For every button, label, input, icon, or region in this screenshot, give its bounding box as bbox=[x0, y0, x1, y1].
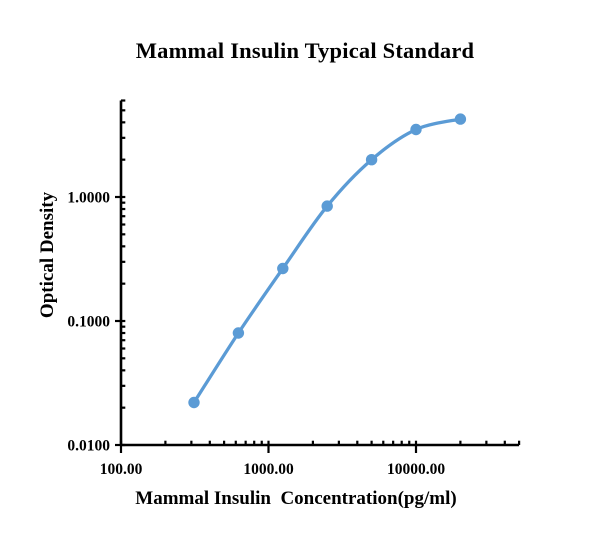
data-point-marker bbox=[188, 396, 200, 409]
x-tick-label: 1000.00 bbox=[243, 461, 294, 478]
data-point-marker bbox=[321, 200, 333, 212]
x-tick-label: 100.00 bbox=[100, 461, 143, 478]
data-point-marker bbox=[365, 154, 378, 166]
y-tick-label: 1.0000 bbox=[67, 190, 110, 207]
chart-title: Mammal Insulin Typical Standard bbox=[135, 38, 475, 63]
y-tick-label: 0.0100 bbox=[67, 438, 110, 455]
data-point-marker bbox=[232, 327, 245, 339]
x-tick-label: 10000.00 bbox=[387, 461, 445, 478]
x-axis-title: Mammal Insulin Concentration(pg/ml) bbox=[135, 488, 457, 509]
data-point-marker bbox=[410, 123, 422, 136]
standard-curve-line bbox=[192, 117, 463, 405]
data-point-marker bbox=[277, 262, 289, 275]
y-axis-title: Optical Density bbox=[37, 191, 58, 319]
data-point-marker bbox=[454, 113, 467, 125]
y-tick-label: 0.1000 bbox=[67, 314, 110, 331]
